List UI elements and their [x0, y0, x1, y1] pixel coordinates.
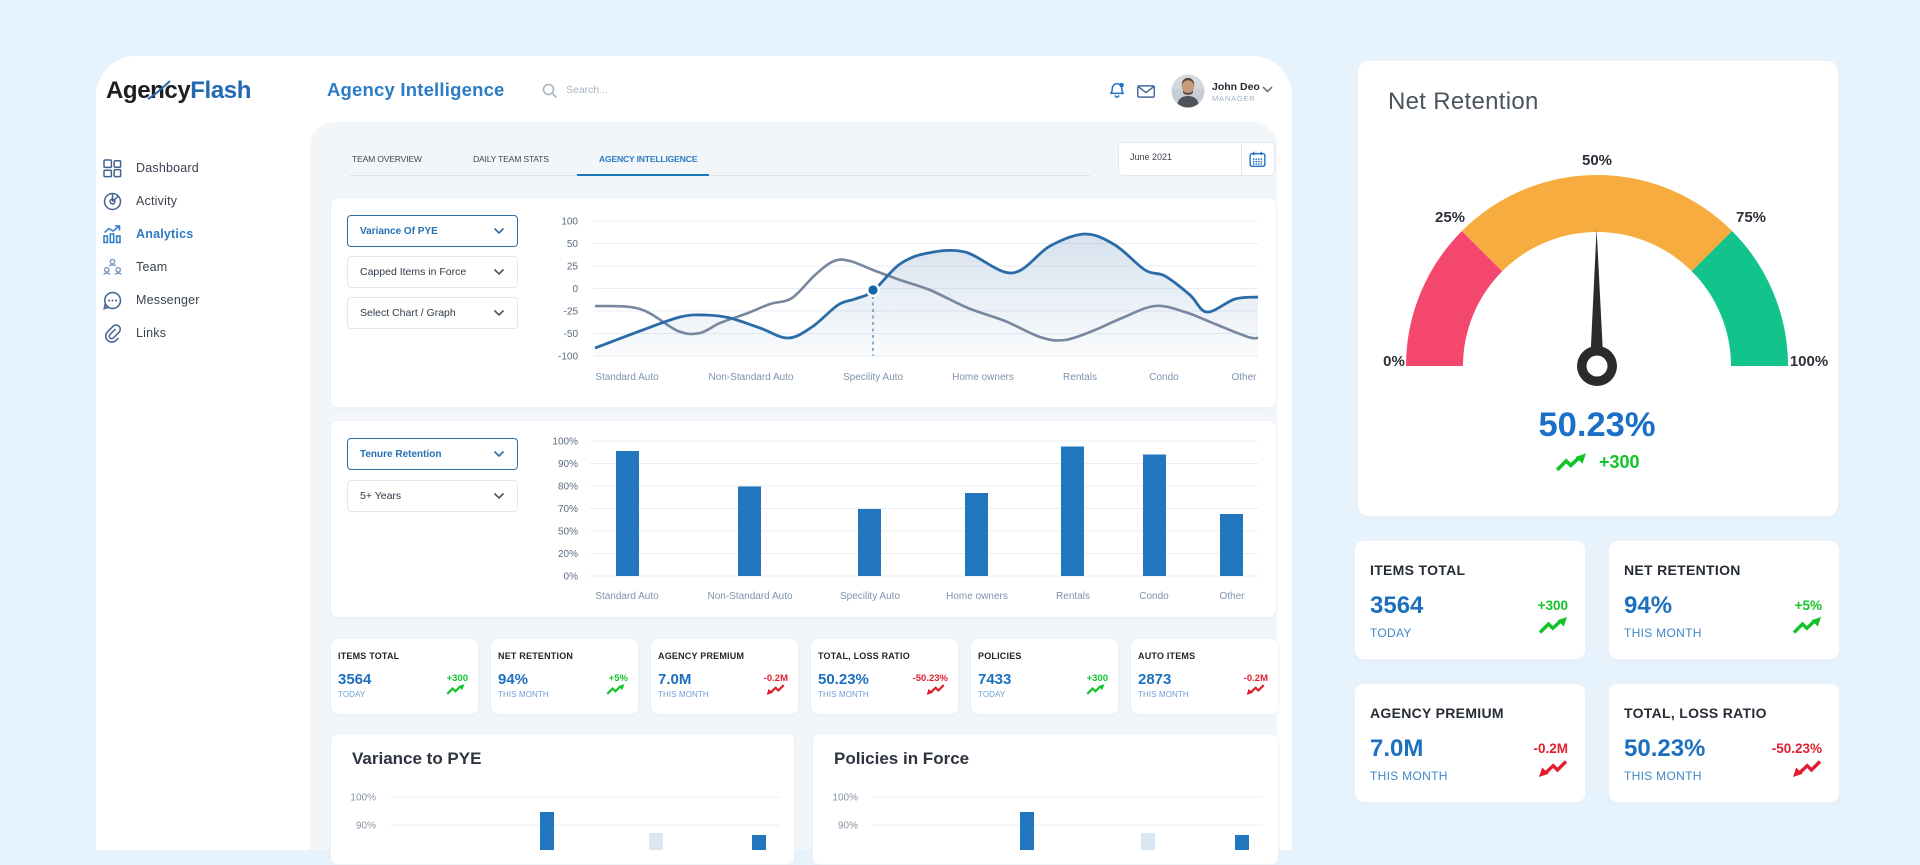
svg-text:50%: 50% [1582, 152, 1612, 169]
svg-text:Rentals: Rentals [1056, 591, 1090, 602]
svg-text:Condo: Condo [1139, 591, 1169, 602]
svg-text:70%: 70% [558, 504, 578, 515]
svg-text:Specility Auto: Specility Auto [840, 591, 900, 602]
svg-text:Specility Auto: Specility Auto [843, 372, 903, 383]
svg-text:Home owners: Home owners [952, 372, 1014, 383]
svg-text:0%: 0% [564, 572, 579, 583]
svg-text:Rentals: Rentals [1063, 372, 1097, 383]
svg-text:Non-Standard Auto: Non-Standard Auto [707, 591, 792, 602]
svg-text:Condo: Condo [1149, 372, 1179, 383]
svg-text:Non-Standard Auto: Non-Standard Auto [708, 372, 793, 383]
svg-text:80%: 80% [558, 482, 578, 493]
svg-text:-100: -100 [558, 352, 578, 363]
svg-text:-50: -50 [564, 329, 579, 340]
svg-text:Other: Other [1219, 591, 1245, 602]
svg-text:Standard Auto: Standard Auto [595, 591, 659, 602]
svg-text:0%: 0% [1383, 353, 1405, 370]
svg-text:-25: -25 [564, 307, 579, 318]
svg-text:Standard Auto: Standard Auto [595, 372, 659, 383]
svg-text:100%: 100% [1790, 353, 1828, 370]
svg-text:90%: 90% [356, 821, 376, 832]
svg-text:100%: 100% [350, 793, 376, 804]
svg-text:50%: 50% [558, 527, 578, 538]
svg-text:0: 0 [572, 284, 578, 295]
svg-text:Other: Other [1231, 372, 1257, 383]
svg-text:90%: 90% [838, 821, 858, 832]
svg-text:25: 25 [567, 262, 579, 273]
svg-text:20%: 20% [558, 549, 578, 560]
svg-text:90%: 90% [558, 459, 578, 470]
svg-text:100: 100 [561, 217, 578, 228]
svg-text:25%: 25% [1435, 209, 1465, 226]
svg-text:Home owners: Home owners [946, 591, 1008, 602]
svg-text:100%: 100% [552, 437, 578, 448]
svg-text:75%: 75% [1736, 209, 1766, 226]
svg-text:50: 50 [567, 239, 579, 250]
svg-text:100%: 100% [832, 793, 858, 804]
